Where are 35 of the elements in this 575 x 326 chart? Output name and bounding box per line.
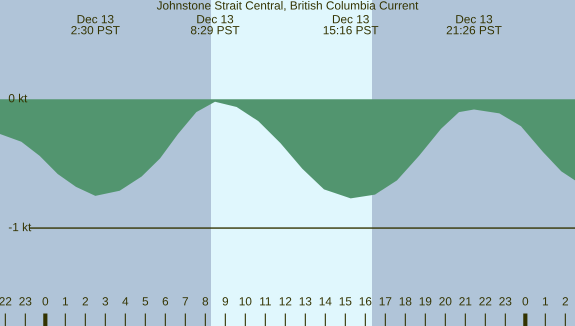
x-tick-label: 0 <box>42 297 48 306</box>
x-tick-label: 3 <box>102 297 108 306</box>
x-tick-label: 22 <box>479 297 492 306</box>
x-tick-label: 19 <box>420 297 432 306</box>
x-tick-label: 17 <box>380 297 392 306</box>
y-tick-label: 0 kt <box>8 94 28 102</box>
annotation: Dec 13 15:16 PST <box>324 14 378 34</box>
x-tick-label: 23 <box>499 297 512 306</box>
x-tick-label: 11 <box>260 297 271 306</box>
annotation: Dec 13 21:26 PST <box>446 14 502 34</box>
chart-title: Johnstone Strait Central, British Columbia Current <box>156 0 418 12</box>
x-tick-label: 13 <box>300 297 312 306</box>
x-tick-label: 21 <box>459 297 472 306</box>
x-tick-label: 6 <box>162 297 168 306</box>
x-tick-label: 0 <box>522 297 528 306</box>
x-tick-label: 12 <box>280 297 292 306</box>
x-tick-label: 2 <box>562 297 568 306</box>
annotation: Dec 13 8:29 PST <box>190 14 240 34</box>
x-tick-label: 23 <box>19 297 32 306</box>
x-tick-label: 10 <box>240 297 252 306</box>
x-tick-label: 5 <box>142 297 148 306</box>
x-tick-label: 8 <box>202 297 208 306</box>
x-tick-label: 20 <box>439 297 452 306</box>
x-tick-label: 9 <box>222 297 228 306</box>
x-tick-label: 1 <box>542 297 548 306</box>
x-tick-label: 2 <box>82 297 88 306</box>
x-tick-label: 1 <box>62 297 68 306</box>
x-tick-label: 15 <box>340 297 352 306</box>
y-tick-label: -1 kt <box>8 222 32 232</box>
annotation: Dec 13 2:30 PST <box>71 14 120 34</box>
x-tick-label: 14 <box>320 297 332 306</box>
x-tick-label: 7 <box>182 297 188 306</box>
x-tick-label: 16 <box>360 297 372 306</box>
x-tick-label: 4 <box>122 297 128 306</box>
x-tick-label: 18 <box>400 297 412 306</box>
